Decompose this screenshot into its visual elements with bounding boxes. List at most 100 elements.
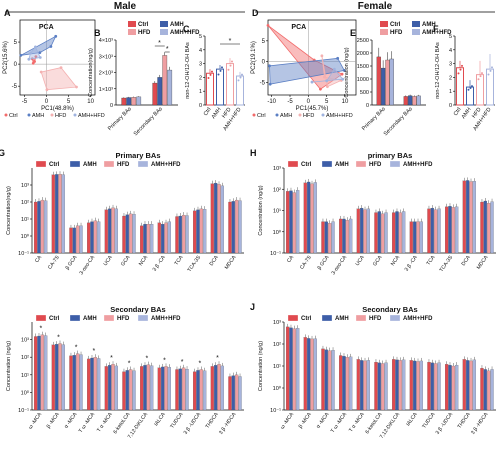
bar-I-4-hfd — [111, 364, 115, 411]
y-tick-label-G: 10³ — [21, 183, 29, 189]
x-tick-label-D: 5 — [325, 99, 329, 105]
pca-hull-hfd — [40, 67, 78, 91]
bar-H-7-ctrl — [409, 221, 413, 254]
x-tick-label-G: 3 β -CA — [152, 254, 167, 272]
data-point-F — [491, 66, 493, 69]
bar-H-1-amh-hfd — [313, 182, 317, 254]
bar-I-9-amh — [196, 370, 200, 411]
y-tick-label-H: 10⁰ — [273, 229, 282, 236]
x-tick-label-J: α -MCA — [315, 411, 330, 429]
bar-H-9-ctrl — [445, 206, 449, 254]
significance-star-I-5: * — [128, 361, 131, 368]
y-tick-label-G: 10¹ — [21, 217, 29, 223]
bar-J-6-hfd — [398, 360, 402, 411]
pca-legend-label-ctrl: Ctrl — [257, 113, 266, 119]
bar-J-1-ctrl — [303, 337, 307, 411]
pca-point-amh-hfd-0 — [29, 51, 32, 55]
bar-I-11-ctrl — [228, 376, 232, 411]
legend-E-swatch-amh-hfd — [412, 29, 420, 35]
legend-I-swatch-amh — [69, 314, 81, 322]
bar-G-8-amh-hfd — [185, 215, 189, 254]
bar-H-4-ctrl — [356, 208, 360, 254]
x-tick-label-I: α -MCA — [63, 411, 78, 429]
bar-H-1-ctrl — [303, 182, 307, 254]
bar-G-1-hfd — [58, 174, 62, 254]
bar-B-primary-bas-amh — [126, 97, 132, 106]
y-axis-label-C: non-12-OH/12-OH BAs — [185, 42, 191, 99]
bar-G-8-amh — [178, 215, 182, 254]
bar-B-secondary-bas-amh-hfd — [167, 69, 173, 106]
y-tick-label-E: 2500 — [357, 38, 369, 44]
x-tick-label-J: 3 β -HDCA — [470, 411, 490, 436]
bar-H-3-amh — [342, 218, 346, 254]
pca-point-hfd-0 — [39, 70, 43, 74]
data-point-F — [481, 72, 483, 75]
bar-G-4-amh-hfd — [114, 208, 118, 254]
y-tick-label-E: 0 — [366, 103, 369, 109]
bar-H-10-amh — [466, 180, 470, 254]
bar-H-6-amh-hfd — [402, 211, 406, 254]
pca-legend-label-hfd: HFD — [55, 113, 66, 119]
x-tick-label-A: 5 — [67, 99, 71, 105]
pca-legend-label-amh: AMH — [280, 113, 292, 119]
bar-I-4-ctrl — [104, 366, 108, 411]
legend-B-label-hfd: HFD — [138, 30, 151, 36]
legend-E-swatch-hfd — [380, 29, 388, 35]
significance-star-B: * — [158, 40, 161, 47]
x-tick-label-G: CA — [34, 254, 43, 264]
bar-I-10-amh-hfd — [220, 365, 224, 411]
bar-H-6-hfd — [398, 212, 402, 254]
x-axis-label-A: PC1(48.8%) — [41, 106, 74, 112]
bar-G-11-amh — [231, 201, 235, 254]
bar-J-2-amh-hfd — [331, 350, 335, 411]
bar-H-1-amh — [307, 181, 311, 254]
bar-G-11-amh-hfd — [238, 200, 242, 254]
x-tick-label-J: 6-ketoLCA — [364, 411, 383, 435]
y-axis-label-F: non-12-OH/12-OH BAs — [435, 42, 441, 99]
legend-H-swatch-amh-hfd — [389, 160, 401, 168]
legend-J-swatch-hfd — [355, 314, 367, 322]
y-tick-label-G: 10⁻¹ — [18, 251, 29, 257]
bar-J-5-amh — [377, 362, 381, 411]
y-tick-label-B: 3×10³ — [99, 54, 113, 60]
x-tick-label-G: 3-oxo-CA — [79, 254, 97, 276]
x-tick-label-J: TUDCA — [421, 411, 436, 430]
bar-E-primary-bas-hfd — [385, 59, 390, 106]
bar-J-7-amh-hfd — [419, 360, 423, 411]
data-point-C — [217, 73, 220, 76]
x-axis-label-D: PC1(45.7%) — [296, 106, 329, 112]
y-tick-label-I: 10⁻¹ — [18, 408, 29, 414]
bar-H-9-amh — [448, 206, 452, 254]
bar-J-11-amh-hfd — [490, 369, 494, 411]
significance-star-I-1: * — [57, 335, 60, 342]
bar-I-2-hfd — [76, 353, 80, 411]
bar-H-3-amh-hfd — [349, 218, 353, 254]
bar-H-5-amh — [377, 211, 381, 254]
data-point-F — [471, 85, 473, 88]
bar-H-6-ctrl — [392, 212, 396, 254]
x-tick-label-B: Secondary BAs — [133, 106, 164, 137]
bar-B-secondary-bas-ctrl — [152, 82, 158, 106]
section-female-title: Female — [358, 1, 393, 12]
bar-G-3-amh-hfd — [97, 221, 101, 254]
x-tick-label-H: 3-oxo-CA — [331, 254, 349, 276]
bar-H-6-amh — [395, 211, 399, 254]
pca-legend-dot-ctrl — [252, 113, 256, 117]
x-tick-label-E: Secondary BAs — [383, 106, 414, 137]
data-point-C — [219, 69, 222, 72]
bar-G-7-ctrl — [157, 222, 161, 254]
x-tick-label-I: 3 β -HDCA — [218, 411, 238, 436]
bar-J-2-hfd — [328, 350, 332, 411]
pca-point-ctrl-0 — [266, 24, 270, 27]
panel-letter-I: I — [0, 302, 1, 312]
x-tick-label-J: IALCA — [405, 411, 419, 427]
bar-H-2-amh-hfd — [331, 221, 335, 254]
data-point-C — [227, 68, 230, 71]
x-tick-label-G: GCA — [120, 254, 132, 267]
bar-I-4-amh — [108, 365, 112, 411]
x-tick-label-J: THDCA — [457, 411, 472, 430]
pca-legend-label-ctrl: Ctrl — [9, 113, 18, 119]
bar-H-0-amh-hfd — [296, 190, 300, 254]
pca-legend-dot-amh-hfd — [73, 113, 77, 117]
x-tick-label-F: AMH — [461, 107, 473, 120]
